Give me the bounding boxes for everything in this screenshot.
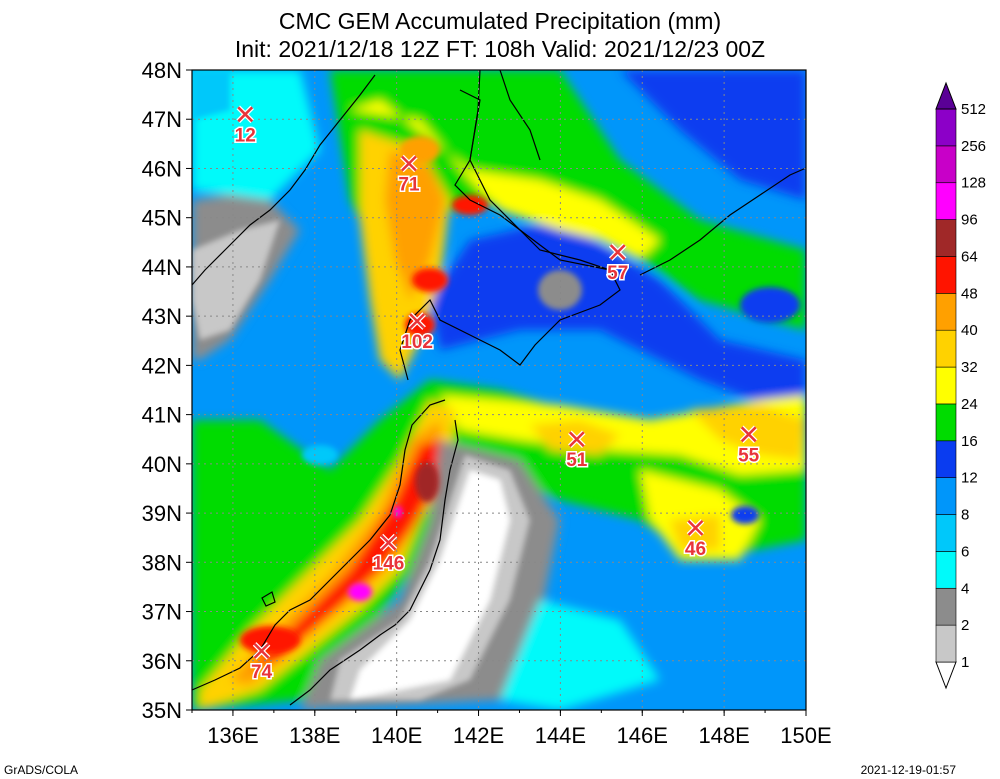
chart-title: CMC GEM Accumulated Precipitation (mm): [278, 8, 722, 34]
station-x: [568, 431, 585, 448]
coastlines: [192, 70, 806, 706]
lon-tick-label: 148E: [698, 723, 749, 748]
lat-tick-label: 35N: [142, 698, 182, 723]
lat-tick-label: 40N: [142, 452, 182, 477]
colorbar-label: 24: [961, 396, 978, 413]
chart-subtitle: Init: 2021/12/18 12Z FT: 108h Valid: 202…: [234, 36, 766, 62]
lon-tick-label: 138E: [289, 723, 340, 748]
station-x: [687, 519, 704, 536]
colorbar-label: 16: [961, 433, 978, 450]
colorbar-bin: [935, 587, 957, 626]
colorbar-bin: [935, 440, 957, 478]
lon-tick-label: 142E: [453, 723, 504, 748]
colorbar-bin: [935, 108, 957, 147]
lon-tick-label: 136E: [207, 723, 258, 748]
station-marker: 74: [250, 642, 274, 684]
colorbar-label: 40: [961, 322, 978, 339]
station-value: 55: [738, 445, 760, 466]
lat-tick-label: 42N: [142, 353, 182, 378]
colorbar-label: 12: [961, 470, 978, 487]
colorbar-bin: [935, 551, 957, 589]
graticule: [192, 70, 806, 710]
axis-ticks: 35N 36N 37N 38N 39N 40N 41N 42N 43N 44N 45N 46N 47N 4…: [142, 58, 832, 748]
station-marker: 46: [683, 519, 708, 561]
colorbar-over-triangle: [935, 81, 957, 110]
colorbar-label: 4: [961, 580, 969, 597]
station-marker: 146: [371, 533, 406, 576]
colorbar-bin: [935, 366, 957, 405]
colorbar-label: 32: [961, 359, 978, 376]
colorbar-label: 48: [961, 285, 978, 302]
station-x: [409, 313, 426, 329]
colorbar-bin: [935, 477, 957, 515]
lat-tick-label: 47N: [142, 107, 182, 132]
colorbar-bin: [935, 403, 957, 442]
lat-tick-label: 45N: [142, 206, 182, 231]
map-frame: [191, 69, 807, 711]
lat-tick-label: 44N: [142, 255, 182, 280]
station-marker: 12: [233, 105, 257, 148]
colorbar-bin: [935, 256, 957, 294]
station-value: 57: [607, 263, 628, 284]
footer-timestamp: 2021-12-19-01:57: [860, 763, 956, 777]
station-value: 74: [251, 662, 273, 683]
colorbar-bin: [935, 514, 957, 552]
precip-field: [192, 70, 806, 710]
colorbar-bin: [935, 182, 957, 220]
footer-software: GrADS/COLA: [4, 763, 79, 777]
colorbar-label: 512: [961, 101, 986, 118]
station-marker: 51: [565, 430, 589, 473]
colorbar-bin: [935, 293, 957, 331]
station-marker: 57: [606, 243, 630, 286]
station-value: 46: [685, 539, 706, 560]
colorbar-label: 8: [961, 507, 969, 524]
lat-tick-label: 48N: [142, 58, 182, 83]
station-value: 12: [235, 125, 256, 146]
colorbar-label: 1: [961, 654, 969, 671]
station-x: [401, 155, 417, 172]
colorbar-label: 128: [961, 175, 986, 192]
station-x: [237, 106, 254, 123]
lon-tick-label: 140E: [371, 723, 422, 748]
colorbar-label: 96: [961, 212, 978, 229]
colorbar-label: 6: [961, 543, 969, 560]
colorbar-label: 64: [961, 248, 978, 265]
lon-tick-label: 146E: [617, 723, 668, 748]
station-value: 51: [566, 450, 588, 471]
station-marker: 102: [400, 312, 434, 355]
station-value: 146: [373, 554, 405, 575]
lat-tick-label: 39N: [142, 501, 182, 526]
lat-tick-label: 36N: [142, 649, 182, 674]
station-x: [740, 426, 757, 443]
lon-tick-label: 150E: [780, 723, 831, 748]
station-x: [253, 643, 270, 659]
colorbar-bin: [935, 145, 957, 184]
lat-tick-label: 43N: [142, 304, 182, 329]
station-x: [609, 244, 626, 261]
lat-tick-label: 46N: [142, 156, 182, 181]
station-x: [380, 534, 397, 551]
lat-tick-label: 41N: [142, 403, 182, 428]
colorbar-bin: [935, 329, 957, 368]
colorbar-bin: [935, 624, 957, 663]
colorbar-label: 2: [961, 617, 969, 634]
lat-tick-label: 37N: [142, 600, 182, 625]
station-marker: 55: [737, 425, 761, 468]
station-markers: 12 71 57 102 51 55 46 146 74: [233, 105, 761, 684]
colorbar-under-triangle: [935, 661, 957, 690]
colorbar-bin: [935, 219, 957, 257]
station-value: 102: [401, 332, 433, 353]
station-value: 71: [398, 175, 420, 196]
colorbar-label: 256: [961, 138, 986, 155]
station-marker: 71: [397, 154, 421, 197]
lon-tick-label: 144E: [535, 723, 586, 748]
lat-tick-label: 38N: [142, 550, 182, 575]
